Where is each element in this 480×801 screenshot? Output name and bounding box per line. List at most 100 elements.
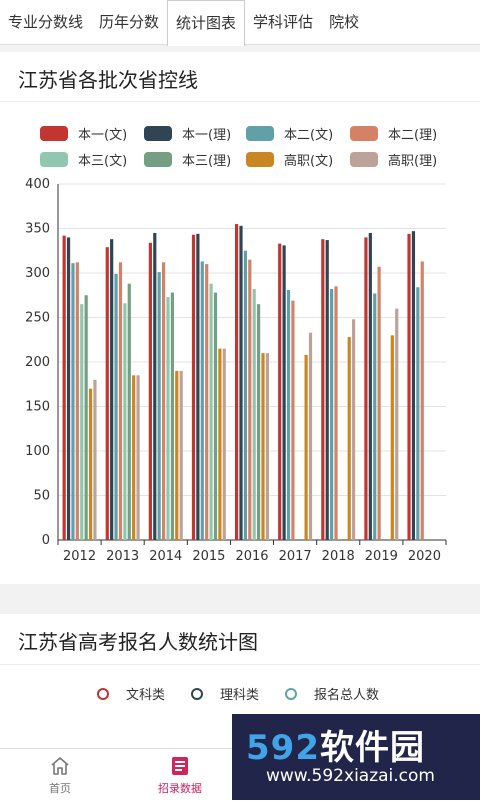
nav-admission-data[interactable]: 招录数据 [140, 755, 220, 796]
bar [127, 283, 131, 540]
legend-label: 理科类 [220, 688, 260, 703]
legend-item[interactable]: 本二(文) [246, 124, 333, 143]
chart-title: 江苏省各批次省控线 [18, 68, 198, 92]
nav-home[interactable]: 首页 [20, 755, 100, 796]
legend-swatch [350, 152, 378, 167]
legend-item[interactable]: 本一(文) [40, 124, 127, 143]
tab-major-scores[interactable]: 专业分数线 [8, 13, 84, 31]
bar [261, 353, 265, 540]
bar [286, 289, 291, 540]
tab-universities[interactable]: 院校 [329, 13, 360, 31]
y-tick-label: 150 [25, 400, 50, 415]
y-tick-label: 350 [25, 222, 50, 237]
bar [93, 379, 97, 540]
bar [166, 297, 170, 540]
bar [136, 375, 140, 540]
y-tick-label: 300 [25, 266, 50, 281]
x-tick-label: 2014 [149, 549, 182, 564]
bar [334, 286, 338, 540]
bar [123, 303, 127, 540]
legend-line-icon [186, 687, 208, 700]
bar [200, 261, 204, 540]
legend-label: 高职(文) [284, 154, 334, 169]
legend-item[interactable]: 高职(理) [350, 150, 437, 169]
legend-swatch [246, 152, 274, 167]
legend-swatch [144, 126, 172, 141]
x-tick-label: 2013 [106, 549, 139, 564]
y-tick-label: 0 [42, 533, 50, 548]
legend-label: 本一(理) [182, 128, 232, 143]
x-tick-label: 2019 [365, 549, 398, 564]
y-tick-label: 100 [25, 444, 50, 459]
legend-item-total[interactable]: 报名总人数 [280, 684, 379, 703]
y-tick-label: 50 [33, 489, 50, 504]
bar [209, 283, 213, 540]
bar [352, 319, 356, 540]
bar [191, 234, 196, 541]
bar [132, 375, 136, 540]
watermark-number: 592 [246, 728, 320, 768]
bar [110, 239, 114, 540]
legend-swatch [246, 126, 274, 141]
legend-label: 本二(文) [284, 128, 334, 143]
legend-line-icon [92, 687, 114, 700]
legend-label: 本三(文) [78, 154, 128, 169]
chart-title-applicants: 江苏省高考报名人数统计图 [18, 630, 258, 654]
bar [105, 247, 109, 540]
bar [161, 262, 166, 540]
bar [118, 262, 123, 540]
nav-home-label: 首页 [49, 782, 71, 795]
legend-swatch [40, 126, 68, 141]
bar [66, 237, 71, 540]
x-tick-label: 2020 [408, 549, 441, 564]
tab-discipline-evaluation[interactable]: 学科评估 [253, 13, 314, 31]
legend-label: 本三(理) [182, 154, 232, 169]
bar [153, 232, 157, 540]
legend-label: 文科类 [126, 688, 166, 703]
y-tick-label: 400 [25, 178, 50, 192]
bar [175, 370, 179, 540]
legend-swatch [40, 152, 68, 167]
legend-label: 高职(理) [388, 154, 438, 169]
bar [368, 232, 372, 540]
bar [347, 337, 351, 540]
watermark-logo: 592软件园 [246, 720, 425, 769]
bar [265, 353, 269, 540]
bar [364, 237, 368, 540]
bar [304, 354, 308, 540]
legend-item[interactable]: 高职(文) [246, 150, 333, 169]
bar [407, 233, 411, 540]
legend-item[interactable]: 本一(理) [144, 124, 231, 143]
legend-item[interactable]: 本三(文) [40, 150, 127, 169]
bar [243, 250, 247, 540]
x-tick-label: 2012 [63, 549, 96, 564]
divider [0, 101, 480, 102]
bar [248, 259, 252, 540]
legend-label: 本一(文) [78, 128, 128, 143]
legend-label: 本二(理) [388, 128, 438, 143]
legend-item-liberal-arts[interactable]: 文科类 [92, 684, 165, 703]
bar [75, 262, 79, 540]
legend-item[interactable]: 本三(理) [144, 150, 231, 169]
bar [395, 308, 399, 540]
bar [390, 335, 394, 540]
bar [179, 370, 183, 540]
tab-statistics-charts[interactable]: 统计图表 [167, 0, 246, 46]
legend-item-science[interactable]: 理科类 [186, 684, 259, 703]
bar [330, 289, 334, 540]
bar [170, 292, 174, 540]
legend-line-icon [280, 687, 302, 700]
x-tick-label: 2018 [322, 549, 355, 564]
top-tab-bar: 专业分数线 历年分数 统计图表 学科评估 院校 [0, 0, 480, 46]
bar [71, 263, 75, 540]
bar [278, 243, 282, 540]
divider [0, 664, 480, 665]
watermark-text: 软件园 [319, 728, 425, 768]
bar [308, 332, 313, 540]
x-tick-label: 2016 [235, 549, 268, 564]
tab-history-scores[interactable]: 历年分数 [99, 13, 160, 31]
legend-item[interactable]: 本二(理) [350, 124, 437, 143]
y-tick-label: 250 [25, 311, 50, 326]
bar [196, 233, 200, 540]
bar [62, 235, 66, 540]
